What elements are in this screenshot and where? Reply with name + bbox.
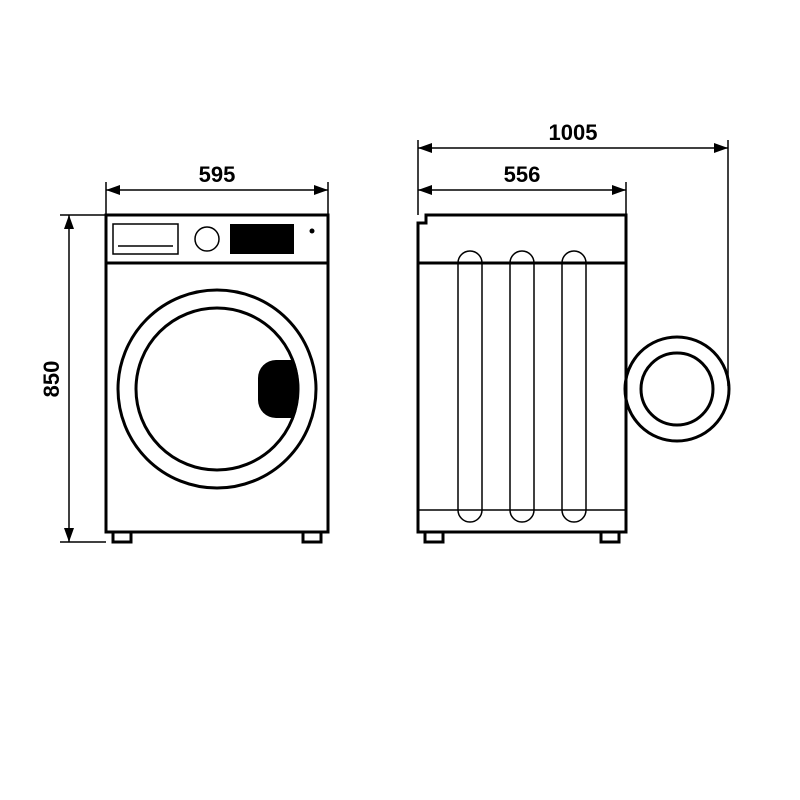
dimension-diagram: 850 595 556 1005 <box>0 0 800 800</box>
door-open <box>625 337 729 441</box>
front-view <box>106 215 328 542</box>
side-view <box>418 215 729 542</box>
dimension-height: 850 <box>39 215 106 542</box>
dimension-width-front: 595 <box>106 162 328 215</box>
display-panel <box>230 224 294 254</box>
foot <box>425 532 443 542</box>
dimension-depth-body: 556 <box>418 140 626 215</box>
foot <box>113 532 131 542</box>
dimension-depth-body-label: 556 <box>504 162 541 187</box>
door-handle <box>258 360 299 418</box>
dimension-height-label: 850 <box>39 361 64 398</box>
indicator-dot <box>310 229 315 234</box>
detergent-drawer <box>113 224 178 254</box>
program-dial <box>195 227 219 251</box>
dimension-width-front-label: 595 <box>199 162 236 187</box>
dimension-depth-door-label: 1005 <box>549 120 598 145</box>
foot <box>303 532 321 542</box>
side-ridges <box>458 251 586 522</box>
foot <box>601 532 619 542</box>
